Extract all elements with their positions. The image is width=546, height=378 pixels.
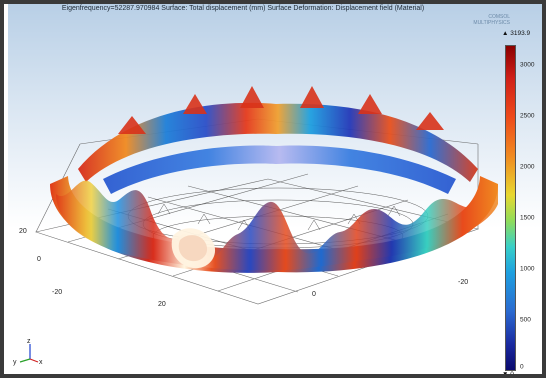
triad-z-label: z — [27, 338, 31, 345]
triad-y-label: y — [13, 359, 17, 366]
colorbar-tick-label: 0 — [520, 363, 524, 371]
brand-logo: COMSOL MULTIPHYSICS — [470, 14, 510, 26]
front-tick-20: 20 — [158, 301, 166, 308]
left-tick-neg20: -20 — [52, 289, 62, 296]
left-tick-20: 20 — [19, 228, 27, 235]
front-tick-neg20: -20 — [458, 279, 468, 286]
colorbar-tick-label: 2500 — [520, 112, 535, 120]
colorbar-tick-label: 1500 — [520, 214, 535, 222]
plot-title: Eigenfrequency=52287.970984 Surface: Tot… — [61, 5, 425, 12]
triad-x-label: x — [39, 359, 43, 366]
brand-line-2: MULTIPHYSICS — [473, 20, 510, 26]
ring-front — [50, 176, 498, 273]
colorbar-max-label: ▲ 3193.9 — [502, 30, 531, 37]
axis-triad: z y x — [13, 338, 43, 366]
left-tick-0: 0 — [37, 256, 41, 263]
graphics-viewport[interactable]: Eigenfrequency=52287.970984 Surface: Tot… — [8, 4, 542, 378]
3d-scene: 20 0 -20 20 0 -20 z y x — [13, 86, 498, 366]
ring-back — [78, 86, 478, 182]
colorbar-gradient — [505, 45, 516, 371]
colorbar-tick-label: 1000 — [520, 265, 535, 273]
colorbar-tick-label: 3000 — [520, 61, 535, 69]
brand-line-1: COMSOL — [488, 14, 510, 20]
axis-ticks: 20 0 -20 20 0 -20 — [19, 228, 468, 308]
front-tick-0: 0 — [312, 291, 316, 298]
ring-inner-band — [103, 145, 456, 194]
colorbar-tick-label: 2000 — [520, 163, 535, 171]
colorbar-min-label: ▼ 0 — [502, 371, 514, 378]
colorbar-tick-label: 500 — [520, 316, 531, 324]
